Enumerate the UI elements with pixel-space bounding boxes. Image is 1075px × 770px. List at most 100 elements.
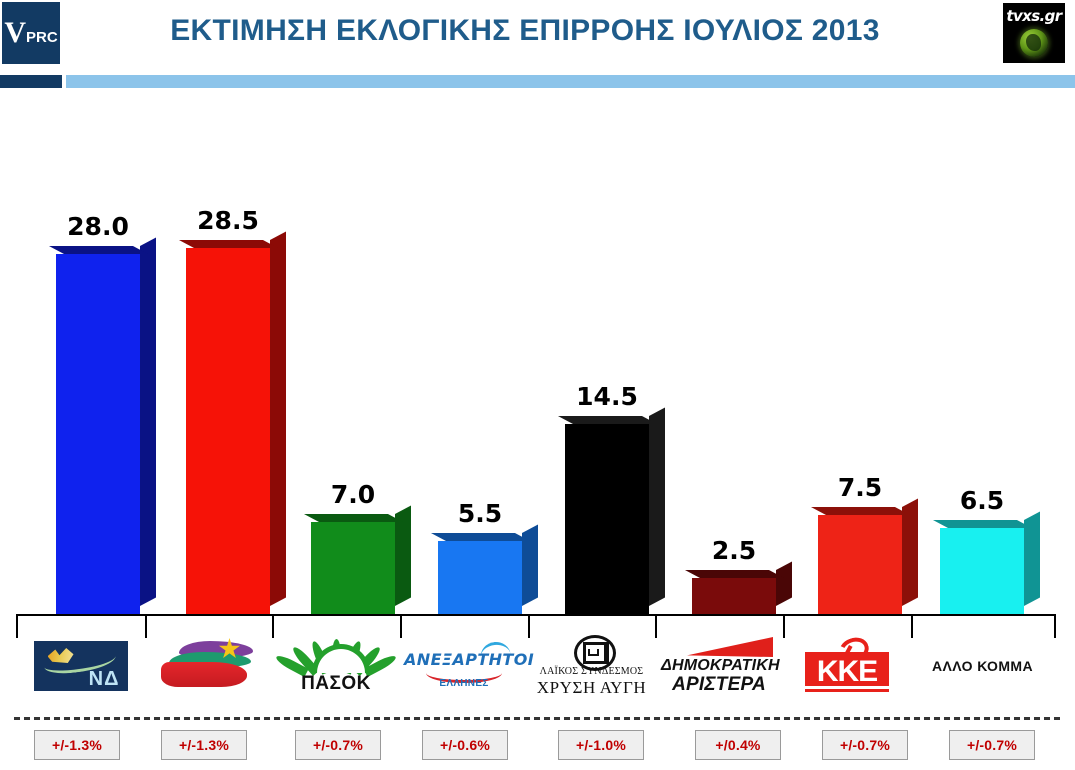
nd-torch-icon bbox=[47, 648, 74, 663]
globe-icon bbox=[1020, 29, 1048, 57]
vprc-logo: V PRC bbox=[2, 2, 60, 64]
bar-syriza[interactable] bbox=[178, 231, 286, 614]
pasok-sun-icon bbox=[274, 637, 398, 677]
anel-red-swoosh-icon bbox=[426, 671, 502, 683]
bar-value-label: 2.5 bbox=[711, 536, 757, 565]
chart-plot-area: 28.0 28.5 7.0 5.5 14 bbox=[0, 95, 1075, 620]
bar-group-nd: 28.0 bbox=[48, 212, 156, 614]
bar-value-label: 6.5 bbox=[959, 486, 1005, 515]
bar-group-xrysi-avgi: 14.5 bbox=[557, 382, 665, 614]
bar-value-label: 28.5 bbox=[197, 206, 259, 235]
bar-side-face bbox=[776, 561, 792, 606]
kke-logo-label: ΚΚΕ bbox=[816, 655, 878, 688]
chart-header: V PRC ΕΚΤΙΜΗΣΗ ΕΚΛΟΓΙΚΗΣ ΕΠΙΡΡΟΗΣ ΙΟΥΛΙΟΣ… bbox=[0, 0, 1075, 68]
bar-group-pasok: 7.0 bbox=[303, 480, 411, 614]
bar-front-face bbox=[311, 522, 395, 614]
header-band-dark bbox=[0, 75, 62, 88]
bar-front-face bbox=[940, 528, 1024, 614]
margin-of-error-xrysi-avgi: +/-1.0% bbox=[558, 730, 644, 760]
nd-logo: ΝΔ bbox=[33, 641, 128, 691]
bar-group-syriza: 28.5 bbox=[178, 206, 286, 614]
syriza-red-stripe-icon bbox=[160, 662, 247, 687]
bar-side-face bbox=[140, 237, 156, 606]
axis-tick bbox=[145, 616, 147, 638]
allo-komma-label: ΑΛΛΟ ΚΟΜΜΑ bbox=[932, 658, 1033, 674]
tvxs-logo-text: tvxs.gr bbox=[1006, 7, 1062, 25]
axis-tick bbox=[400, 616, 402, 638]
margin-of-error-syriza: +/-1.3% bbox=[161, 730, 247, 760]
meander-icon bbox=[582, 642, 609, 664]
bar-value-label: 7.5 bbox=[837, 473, 883, 502]
bar-top-face bbox=[48, 246, 148, 254]
golden-dawn-sublabel: ΛΑΪΚΟΣ ΣΥΝΔΕΣΜΟΣ bbox=[539, 666, 644, 677]
bar-front-face bbox=[56, 254, 140, 614]
category-cell-kke[interactable]: ΚΚΕ bbox=[783, 624, 911, 708]
header-band-light bbox=[66, 75, 1075, 88]
category-axis-row: ΝΔ ΠΑΣΟΚ bbox=[0, 616, 1075, 708]
bar-nd[interactable] bbox=[48, 237, 156, 614]
kke-logo: ΚΚΕ bbox=[801, 633, 893, 694]
bar-pasok[interactable] bbox=[303, 505, 411, 614]
axis-tick bbox=[783, 616, 785, 638]
margin-of-error-nd: +/-1.3% bbox=[34, 730, 120, 760]
category-cell-xrysi-avgi[interactable]: ΛΑΪΚΟΣ ΣΥΝΔΕΣΜΟΣ ΧΡΥΣΗ ΑΥΓΗ bbox=[528, 624, 655, 708]
bar-top-face bbox=[303, 514, 403, 522]
dimar-logo-line2: ΑΡΙΣΤΕΡΑ bbox=[672, 674, 766, 695]
bar-anel[interactable] bbox=[430, 524, 538, 614]
bar-group-anel: 5.5 bbox=[430, 499, 538, 614]
bar-top-face bbox=[932, 520, 1032, 528]
dimar-logo: ΔΗΜΟΚΡΑΤΙΚΗ ΑΡΙΣΤΕΡΑ bbox=[661, 637, 780, 695]
margin-of-error-allo-komma: +/-0.7% bbox=[949, 730, 1035, 760]
axis-tick bbox=[655, 616, 657, 638]
bar-xrysi-avgi[interactable] bbox=[557, 407, 665, 614]
margin-of-error-anel: +/-0.6% bbox=[422, 730, 508, 760]
bar-group-allo-komma: 6.5 bbox=[932, 486, 1040, 614]
axis-tick bbox=[528, 616, 530, 638]
dimar-logo-line1: ΔΗΜΟΚΡΑΤΙΚΗ bbox=[661, 657, 780, 674]
margin-of-error-pasok: +/-0.7% bbox=[295, 730, 381, 760]
bar-value-label: 14.5 bbox=[576, 382, 638, 411]
axis-tick bbox=[16, 616, 18, 638]
vprc-logo-v: V bbox=[4, 16, 26, 49]
bar-front-face bbox=[565, 424, 649, 614]
bar-value-label: 7.0 bbox=[330, 480, 376, 509]
bar-group-dimar: 2.5 bbox=[684, 536, 792, 614]
vprc-logo-prc: PRC bbox=[26, 28, 58, 46]
margin-of-error-kke: +/-0.7% bbox=[822, 730, 908, 760]
bar-kke[interactable] bbox=[810, 498, 918, 614]
category-cell-anel[interactable]: ΑΝΕΞΑΡΤΗΤΟΙ ΕΛΛΗΝΕΣ bbox=[400, 624, 535, 708]
bar-top-face bbox=[178, 240, 278, 248]
bar-allo-komma[interactable] bbox=[932, 511, 1040, 614]
bar-side-face bbox=[649, 407, 665, 606]
pasok-logo-label: ΠΑΣΟΚ bbox=[301, 673, 371, 694]
bar-front-face bbox=[438, 541, 522, 614]
axis-tick bbox=[1054, 616, 1056, 638]
category-cell-nd[interactable]: ΝΔ bbox=[16, 624, 145, 708]
page-title: ΕΚΤΙΜΗΣΗ ΕΚΛΟΓΙΚΗΣ ΕΠΙΡΡΟΗΣ ΙΟΥΛΙΟΣ 2013 bbox=[170, 14, 880, 47]
axis-tick bbox=[911, 616, 913, 638]
margin-of-error-dimar: +/0.4% bbox=[695, 730, 781, 760]
syriza-flag-logo bbox=[159, 638, 259, 694]
wreath-icon bbox=[573, 635, 616, 671]
category-cell-pasok[interactable]: ΠΑΣΟΚ bbox=[272, 624, 400, 708]
bar-top-face bbox=[430, 533, 530, 541]
bar-front-face bbox=[818, 515, 902, 614]
golden-dawn-logo: ΛΑΪΚΟΣ ΣΥΝΔΕΣΜΟΣ ΧΡΥΣΗ ΑΥΓΗ bbox=[532, 635, 652, 697]
dimar-arrow-icon bbox=[687, 637, 773, 657]
golden-dawn-label: ΧΡΥΣΗ ΑΥΓΗ bbox=[536, 678, 647, 697]
axis-tick bbox=[272, 616, 274, 638]
bar-top-face bbox=[684, 570, 784, 578]
category-cell-syriza[interactable] bbox=[145, 624, 272, 708]
bar-dimar[interactable] bbox=[684, 561, 792, 614]
nd-logo-label: ΝΔ bbox=[88, 668, 120, 690]
anel-logo: ΑΝΕΞΑΡΤΗΤΟΙ ΕΛΛΗΝΕΣ bbox=[404, 640, 535, 692]
anel-logo-label: ΑΝΕΞΑΡΤΗΤΟΙ bbox=[404, 650, 535, 669]
bar-front-face bbox=[186, 248, 270, 614]
bar-side-face bbox=[522, 524, 538, 606]
bar-value-label: 5.5 bbox=[457, 499, 503, 528]
kke-logo-box: ΚΚΕ bbox=[805, 652, 889, 692]
category-cell-allo-komma[interactable]: ΑΛΛΟ ΚΟΜΜΑ bbox=[911, 624, 1054, 708]
bar-value-label: 28.0 bbox=[67, 212, 129, 241]
category-cell-dimar[interactable]: ΔΗΜΟΚΡΑΤΙΚΗ ΑΡΙΣΤΕΡΑ bbox=[655, 624, 783, 708]
pasok-sun-logo: ΠΑΣΟΚ bbox=[274, 637, 398, 695]
